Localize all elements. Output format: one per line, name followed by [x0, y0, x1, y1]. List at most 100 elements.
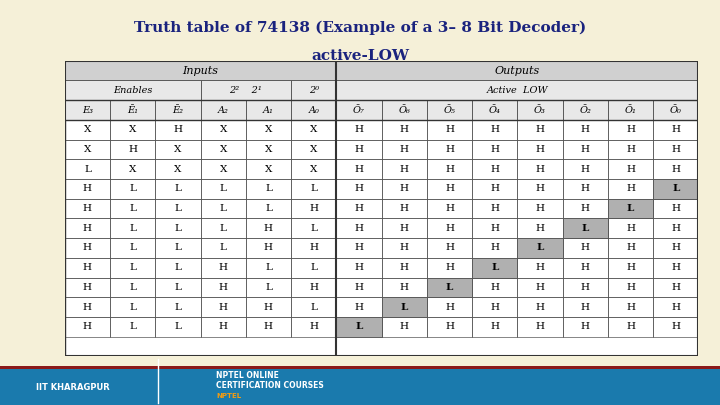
Text: H: H	[626, 145, 635, 154]
Text: active-LOW: active-LOW	[311, 49, 409, 63]
Text: Ō₇: Ō₇	[353, 106, 365, 115]
Bar	[291, 238, 336, 258]
Bar	[110, 317, 156, 337]
Text: L: L	[130, 243, 136, 252]
Bar	[246, 100, 291, 120]
Bar	[608, 238, 653, 258]
Bar	[653, 317, 698, 337]
Bar	[562, 120, 608, 140]
Text: Ō₁: Ō₁	[624, 106, 636, 115]
Text: H: H	[626, 303, 635, 311]
Bar	[201, 179, 246, 199]
Text: H: H	[581, 303, 590, 311]
Text: L: L	[174, 303, 181, 311]
Bar	[653, 140, 698, 159]
Bar	[653, 120, 698, 140]
Text: H: H	[174, 125, 182, 134]
Text: L: L	[130, 303, 136, 311]
Bar	[201, 100, 246, 120]
Bar	[382, 218, 427, 238]
Text: X: X	[220, 125, 227, 134]
Text: H: H	[219, 263, 228, 272]
Text: H: H	[626, 322, 635, 331]
Bar	[246, 199, 291, 218]
Bar	[201, 159, 246, 179]
Text: X: X	[129, 165, 136, 174]
Text: H: H	[445, 243, 454, 252]
Text: H: H	[309, 204, 318, 213]
Text: L: L	[130, 184, 136, 193]
Bar	[382, 159, 427, 179]
Text: H: H	[671, 243, 680, 252]
Bar	[472, 120, 518, 140]
Text: H: H	[219, 322, 228, 331]
Text: H: H	[400, 224, 409, 233]
Text: L: L	[491, 263, 498, 272]
Bar	[653, 297, 698, 317]
Text: H: H	[445, 165, 454, 174]
Text: H: H	[626, 125, 635, 134]
Bar	[382, 238, 427, 258]
Bar	[65, 100, 110, 120]
Bar	[156, 199, 201, 218]
Bar	[110, 277, 156, 297]
Text: NPTEL: NPTEL	[216, 393, 241, 399]
Text: H: H	[490, 204, 499, 213]
Text: H: H	[490, 165, 499, 174]
Bar	[201, 81, 291, 100]
Bar	[336, 179, 382, 199]
Text: H: H	[671, 224, 680, 233]
Bar	[382, 258, 427, 277]
Bar	[246, 159, 291, 179]
Text: H: H	[354, 283, 364, 292]
Bar	[65, 297, 110, 317]
Bar	[518, 159, 562, 179]
Bar	[427, 179, 472, 199]
Text: H: H	[490, 303, 499, 311]
Text: H: H	[83, 204, 92, 213]
Text: L: L	[174, 263, 181, 272]
Bar	[201, 238, 246, 258]
Bar	[246, 100, 291, 120]
Bar	[518, 218, 562, 238]
Text: X: X	[174, 145, 181, 154]
Text: H: H	[83, 184, 92, 193]
Bar	[110, 159, 156, 179]
Bar	[291, 179, 336, 199]
Bar	[608, 100, 653, 120]
Bar	[336, 81, 698, 100]
Bar	[156, 100, 201, 120]
Bar	[653, 179, 698, 199]
Bar	[246, 277, 291, 297]
Bar	[291, 258, 336, 277]
Bar	[336, 81, 698, 100]
Text: L: L	[355, 322, 363, 331]
Text: L: L	[265, 283, 272, 292]
Bar	[246, 179, 291, 199]
Bar	[608, 140, 653, 159]
Bar	[562, 218, 608, 238]
Bar	[608, 199, 653, 218]
Text: H: H	[581, 263, 590, 272]
Bar	[653, 258, 698, 277]
Bar	[65, 81, 201, 100]
Bar	[562, 238, 608, 258]
Bar	[427, 100, 472, 120]
Bar	[653, 179, 698, 199]
Bar	[608, 317, 653, 337]
Text: H: H	[671, 165, 680, 174]
Bar	[382, 297, 427, 317]
Bar	[562, 100, 608, 120]
Bar	[156, 179, 201, 199]
Text: L: L	[130, 224, 136, 233]
Text: H: H	[581, 165, 590, 174]
Text: E₃: E₃	[82, 106, 93, 115]
Text: X: X	[84, 145, 91, 154]
Text: H: H	[671, 263, 680, 272]
Text: L: L	[84, 165, 91, 174]
Text: X: X	[265, 145, 272, 154]
Bar	[201, 258, 246, 277]
Bar	[336, 218, 382, 238]
Bar	[427, 218, 472, 238]
Bar	[653, 159, 698, 179]
